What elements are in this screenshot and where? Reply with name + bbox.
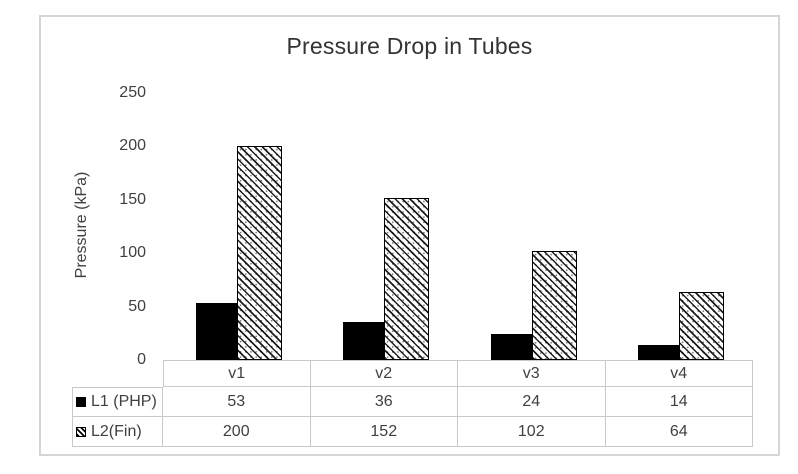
- plot-area: [163, 17, 753, 360]
- category-header-cell: v1: [163, 360, 311, 387]
- category-header-cell: v3: [458, 360, 606, 387]
- value-cell: 24: [458, 387, 606, 417]
- y-tick-label: 50: [128, 297, 146, 315]
- y-tick-label: 100: [119, 244, 146, 262]
- legend-solid-swatch-icon: [76, 397, 86, 407]
- bar-v4-series1[interactable]: [638, 345, 680, 360]
- data-table: v1 v2 v3 v4 L1 (PHP) 53 36 24 14 L2(Fin) 200 152 102…: [72, 360, 753, 447]
- legend-cell: L1 (PHP): [72, 387, 163, 417]
- bar-v2-series1[interactable]: [343, 322, 385, 360]
- legend-label: L1 (PHP): [91, 393, 157, 410]
- value-cell: 53: [163, 387, 311, 417]
- bar-v1-series2[interactable]: [236, 146, 282, 360]
- bar-v2-series2[interactable]: [384, 198, 430, 360]
- legend-cell: L2(Fin): [72, 417, 163, 447]
- category-header-cell: v4: [605, 360, 753, 387]
- chart-title: Pressure Drop in Tubes: [286, 33, 533, 59]
- bar-v3-series1[interactable]: [490, 334, 532, 360]
- bar-v1-series1[interactable]: [195, 303, 237, 360]
- value-cell: 36: [310, 387, 458, 417]
- table-corner-cell: [72, 360, 163, 387]
- y-tick-label: 250: [119, 84, 146, 101]
- y-axis-tick-labels: 0 50 100 150 200 250: [41, 17, 146, 368]
- y-tick-label: 200: [119, 137, 146, 155]
- value-cell: 152: [310, 417, 458, 447]
- category-header-cell: v2: [310, 360, 458, 387]
- y-tick-label: 0: [137, 351, 146, 368]
- value-cell: 14: [605, 387, 753, 417]
- value-cell: 102: [458, 417, 606, 447]
- bar-v4-series2[interactable]: [679, 292, 725, 360]
- bar-v3-series2[interactable]: [531, 251, 577, 360]
- value-cell: 64: [605, 417, 753, 447]
- legend-hatch-swatch-icon: [76, 426, 86, 437]
- y-tick-label: 150: [119, 190, 146, 208]
- legend-label: L2(Fin): [91, 422, 142, 440]
- value-cell: 200: [163, 417, 311, 447]
